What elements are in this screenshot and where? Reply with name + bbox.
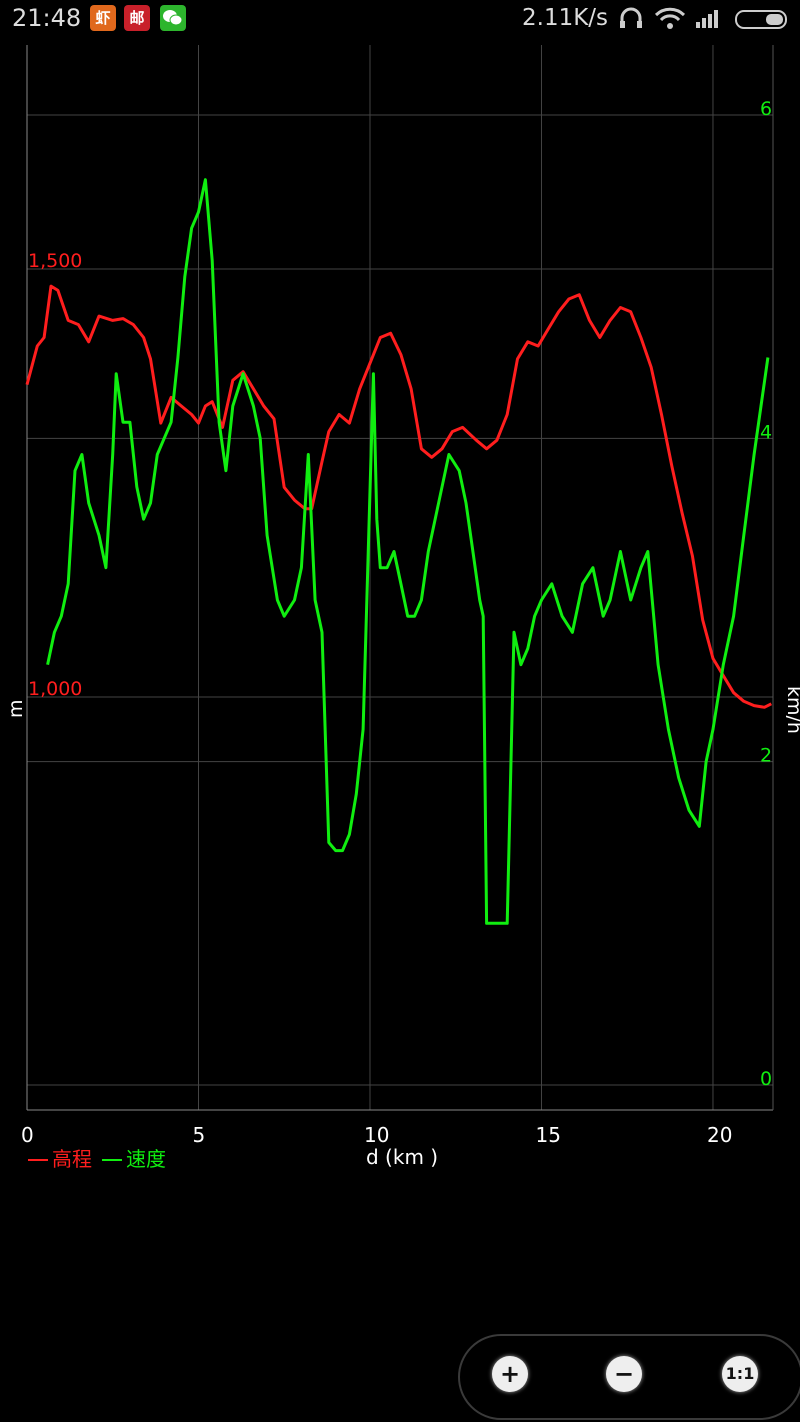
- headphone-icon: [620, 7, 642, 28]
- legend-label: 高程: [52, 1147, 92, 1171]
- right-axis-title: km/h: [783, 686, 800, 734]
- x-tick-label: 10: [364, 1123, 389, 1147]
- wifi-icon: [654, 7, 686, 29]
- status-time: 21:48: [12, 4, 82, 32]
- right-tick-label: 6: [760, 98, 772, 120]
- legend-label: 速度: [126, 1147, 166, 1171]
- you-app-icon: 邮: [124, 5, 150, 31]
- right-tick-label: 2: [760, 745, 772, 767]
- series-line-elevation: [25, 284, 772, 709]
- status-icons: [616, 4, 796, 38]
- zoom-reset-button[interactable]: 1:1: [722, 1356, 758, 1392]
- zoom-in-button[interactable]: +: [492, 1356, 528, 1392]
- zoom-controls: + − 1:1: [458, 1334, 800, 1420]
- zoom-out-button[interactable]: −: [606, 1356, 642, 1392]
- x-tick-label: 20: [707, 1123, 732, 1147]
- right-tick-label: 4: [760, 421, 772, 443]
- battery-icon: [735, 10, 787, 29]
- series-line-speed: [46, 178, 770, 925]
- left-axis-title: m: [5, 699, 27, 718]
- wechat-app-icon: [160, 5, 186, 31]
- network-speed: 2.11K/s: [522, 5, 609, 31]
- signal-icon: [696, 10, 718, 28]
- x-tick-label: 5: [192, 1123, 205, 1147]
- left-tick-label: 1,000: [28, 678, 82, 700]
- x-tick-label: 15: [535, 1123, 560, 1147]
- status-bar: 21:48 虾 邮 2.11K/s: [0, 0, 800, 38]
- left-tick-label: 1,500: [28, 250, 82, 272]
- x-tick-label: 0: [21, 1123, 34, 1147]
- xia-app-icon: 虾: [90, 5, 116, 31]
- right-tick-label: 0: [760, 1068, 772, 1090]
- x-axis-title: d (km ): [366, 1145, 438, 1169]
